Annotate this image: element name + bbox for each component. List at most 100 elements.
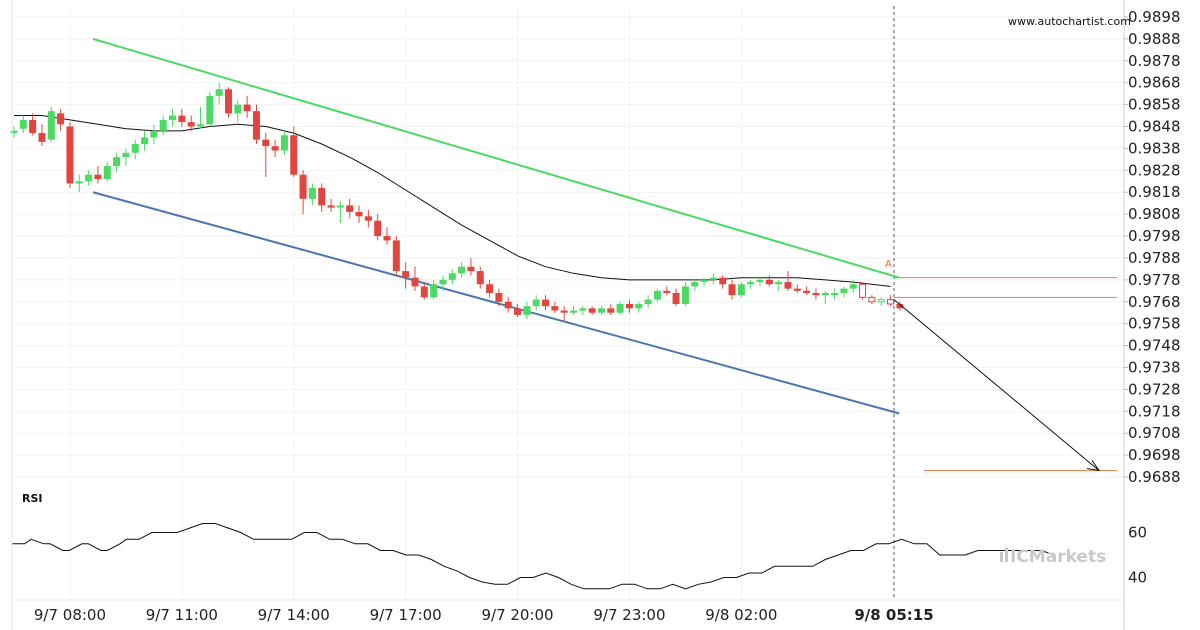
candle-body <box>290 135 298 175</box>
candle-body <box>700 279 708 283</box>
candle-body <box>840 288 848 294</box>
candle-body <box>831 293 839 296</box>
watermark-text: www.autochartist.com <box>1008 15 1131 28</box>
time-tick-label: 9/8 05:15 <box>854 606 933 624</box>
rsi-tick-label: 40 <box>1128 569 1147 587</box>
moving-average <box>14 115 891 287</box>
candle-body <box>784 282 792 289</box>
support-line <box>92 191 900 415</box>
price-tick-label: 0.9758 <box>1128 315 1181 333</box>
candle-body <box>234 104 242 114</box>
candle-body <box>280 135 288 151</box>
rsi-line <box>12 523 1055 590</box>
candle-body <box>887 299 895 305</box>
candle-body <box>364 216 372 221</box>
price-tick-label: 0.9768 <box>1128 293 1181 311</box>
candle-body <box>439 279 447 285</box>
candle-body <box>411 277 419 287</box>
candle-body <box>29 119 37 134</box>
candle-body <box>728 284 736 296</box>
candle-body <box>66 126 74 184</box>
candle-body <box>495 293 503 302</box>
candle-body <box>719 277 727 285</box>
candle-body <box>327 205 335 208</box>
candle-body <box>47 111 55 140</box>
candle-body <box>635 303 643 309</box>
candle-body <box>103 165 111 180</box>
candle-body <box>542 299 550 307</box>
time-tick-label: 9/7 20:00 <box>481 606 553 624</box>
candle-body <box>374 220 382 237</box>
price-tick-label: 0.9798 <box>1128 227 1181 245</box>
candle-body <box>224 89 232 114</box>
candle-body <box>38 133 46 142</box>
candle-body <box>85 174 93 182</box>
candle-body <box>402 271 410 278</box>
candle-body <box>896 303 904 309</box>
candle-body <box>672 293 680 304</box>
candle-body <box>141 137 149 145</box>
candle-body <box>57 113 65 125</box>
brand-bar-icon <box>1005 548 1008 562</box>
forecast-arrow-line <box>893 299 1100 471</box>
candle-body <box>252 111 260 140</box>
candle-body <box>243 104 251 112</box>
price-tick-label: 0.9738 <box>1128 359 1181 377</box>
candle-body <box>392 240 400 272</box>
candle-body <box>532 299 540 307</box>
price-tick-label: 0.9688 <box>1128 468 1181 486</box>
candle-body <box>737 284 745 296</box>
candle-body <box>383 236 391 241</box>
candle-body <box>551 306 559 311</box>
candle-body <box>346 205 354 212</box>
time-tick-label: 9/8 02:00 <box>705 606 777 624</box>
candle-body <box>150 130 158 138</box>
price-tick-label: 0.9848 <box>1128 118 1181 136</box>
candle-body <box>691 282 699 287</box>
candle-body <box>197 124 204 127</box>
candle-body <box>113 157 121 166</box>
price-tick-label: 0.9888 <box>1128 30 1181 48</box>
candle-body <box>215 89 223 96</box>
candle-body <box>709 277 717 280</box>
price-tick-label: 0.9868 <box>1128 74 1181 92</box>
candle-body <box>625 303 633 309</box>
candle-body <box>504 301 512 309</box>
candle-body <box>10 130 18 134</box>
moving-average-line <box>14 115 891 287</box>
candle-body <box>159 119 167 131</box>
rsi-title: RSI <box>22 492 43 505</box>
candle-body <box>681 286 689 304</box>
pattern-point-label: A <box>885 259 892 270</box>
price-tick-label: 0.9708 <box>1128 424 1181 442</box>
brand-text: ICMarkets <box>1010 547 1106 567</box>
price-tick-label: 0.9828 <box>1128 161 1181 179</box>
candle-body <box>122 152 130 158</box>
candle-body <box>467 266 475 272</box>
candle-body <box>775 282 783 285</box>
price-tick-label: 0.9878 <box>1128 52 1181 70</box>
candle-body <box>570 310 577 313</box>
time-tick-label: 9/7 11:00 <box>146 606 218 624</box>
candle-body <box>420 286 428 298</box>
price-tick-label: 0.9778 <box>1128 271 1181 289</box>
candle-body <box>747 282 755 285</box>
price-tick-label: 0.9698 <box>1128 446 1181 464</box>
candle-body <box>131 144 139 153</box>
brand-bar-icon <box>1000 552 1003 562</box>
candle-body <box>187 122 195 127</box>
candle-body <box>849 284 857 289</box>
candle-body <box>448 273 456 280</box>
price-tick-label: 0.9898 <box>1128 8 1181 26</box>
price-tick-label: 0.9818 <box>1128 183 1181 201</box>
candle-body <box>75 181 83 184</box>
candle-body <box>560 310 568 313</box>
candle-body <box>616 303 624 313</box>
candle-body <box>19 119 27 129</box>
candle-body <box>579 308 587 311</box>
candle-body <box>430 284 438 298</box>
candle-body <box>756 279 764 283</box>
candle-body <box>94 174 102 180</box>
price-tick-label: 0.9728 <box>1128 380 1181 398</box>
